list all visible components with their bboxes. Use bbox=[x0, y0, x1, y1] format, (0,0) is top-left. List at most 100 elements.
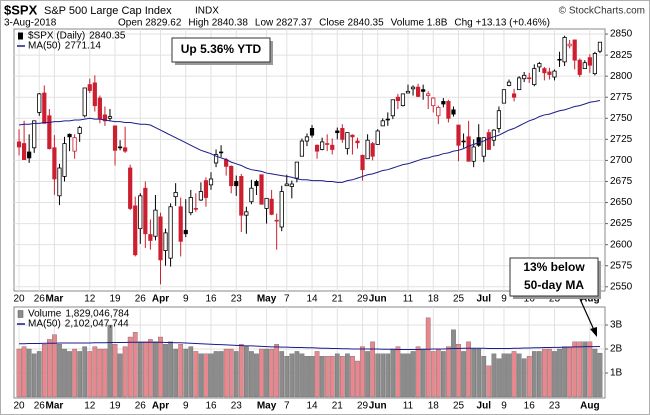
candle-body bbox=[52, 147, 57, 180]
candle-body bbox=[461, 140, 466, 143]
candle-body bbox=[168, 206, 173, 259]
x-tick-label: 21 bbox=[332, 401, 344, 412]
candle-body bbox=[143, 187, 148, 235]
volume-bar bbox=[516, 353, 522, 398]
source: © StockCharts.com bbox=[559, 6, 645, 17]
candle-body bbox=[32, 120, 37, 149]
volume-bar bbox=[345, 353, 350, 398]
candle-body bbox=[42, 92, 47, 124]
quote-item: High 2840.38 bbox=[188, 18, 248, 29]
candle-body bbox=[239, 176, 244, 216]
candle-body bbox=[370, 143, 375, 157]
volume-bar bbox=[405, 353, 411, 398]
volume-bar bbox=[223, 348, 229, 398]
ma-line bbox=[18, 99, 601, 183]
volume-bar bbox=[314, 351, 320, 398]
y-tick-label: 2550 bbox=[610, 281, 633, 292]
candle-body bbox=[542, 68, 547, 74]
candle-body bbox=[446, 101, 451, 119]
volume-bar bbox=[254, 353, 259, 398]
volume-bar bbox=[521, 358, 527, 398]
volume-bar bbox=[269, 348, 274, 398]
candle-body bbox=[219, 151, 224, 154]
candle-body bbox=[385, 118, 390, 121]
volume-bar bbox=[62, 348, 67, 398]
candle-body bbox=[592, 53, 597, 75]
volume-bar bbox=[451, 329, 456, 398]
volume-bar bbox=[370, 341, 375, 398]
candle-body bbox=[325, 143, 330, 145]
x-tick-label: 9 bbox=[501, 401, 507, 412]
candle-body bbox=[491, 129, 496, 141]
x-tick-label: 9 bbox=[183, 294, 189, 305]
volume-bar bbox=[441, 351, 446, 398]
annotation-text: 50-day MA bbox=[524, 278, 584, 292]
candle-body bbox=[112, 125, 118, 151]
legend-label: MA(50) bbox=[28, 319, 61, 330]
y-tick-label: 2850 bbox=[610, 29, 633, 40]
legend-value: 2,102,047,744 bbox=[65, 319, 129, 330]
volume-bar bbox=[324, 356, 330, 398]
candle-body bbox=[527, 77, 532, 80]
volume-bar bbox=[122, 346, 128, 398]
candle-body bbox=[299, 140, 305, 157]
volume-bar bbox=[178, 344, 184, 398]
candle-body bbox=[62, 143, 67, 177]
chart-title: $SPX bbox=[4, 2, 38, 17]
x-tick-label: 29 bbox=[357, 401, 369, 412]
x-tick-label: 25 bbox=[453, 401, 465, 412]
x-tick-label: Mar bbox=[46, 401, 64, 412]
candle-body bbox=[345, 132, 350, 150]
x-tick-label: May bbox=[257, 401, 277, 412]
x-tick-label: Jul bbox=[477, 401, 492, 412]
volume-bar bbox=[536, 351, 542, 398]
volume-bar bbox=[380, 353, 386, 398]
candle-body bbox=[183, 229, 188, 235]
chart-subtitle: S&P 500 Large Cap Index bbox=[44, 5, 172, 17]
volume-bar bbox=[329, 356, 335, 398]
volume-bar bbox=[188, 346, 194, 398]
candle-body bbox=[471, 146, 476, 162]
candle-body bbox=[284, 183, 289, 187]
volume-bar bbox=[597, 352, 603, 398]
volume-bar bbox=[107, 324, 113, 398]
candle-body bbox=[107, 116, 113, 119]
candle-body bbox=[47, 115, 52, 150]
volume-bar bbox=[365, 351, 370, 398]
candle-body bbox=[133, 205, 138, 256]
x-tick-label: 23 bbox=[549, 294, 561, 305]
candle-body bbox=[234, 181, 239, 187]
annotation-text: 13% below bbox=[523, 260, 585, 274]
volume-bar bbox=[577, 341, 583, 398]
candle-body bbox=[360, 154, 365, 171]
quote-item: Close 2840.35 bbox=[319, 18, 384, 29]
x-tick-label: Apr bbox=[152, 401, 169, 412]
candle-body bbox=[117, 146, 123, 149]
volume-bar bbox=[466, 341, 471, 398]
volume-bar bbox=[334, 353, 340, 398]
volume-bar bbox=[82, 346, 88, 398]
candle-body bbox=[87, 84, 92, 91]
candle-body bbox=[259, 174, 264, 205]
candle-body bbox=[522, 74, 527, 80]
volume-bar bbox=[582, 341, 588, 398]
volume-bar bbox=[476, 348, 482, 398]
volume-bar bbox=[203, 353, 209, 398]
candle-body bbox=[416, 86, 421, 97]
volume-bar bbox=[233, 351, 239, 398]
y-tick-label: 2750 bbox=[610, 113, 633, 124]
volume-bar bbox=[471, 348, 477, 398]
y-tick-label: 3B bbox=[610, 320, 623, 331]
volume-bar bbox=[526, 356, 532, 398]
candle-body bbox=[22, 143, 27, 160]
quote-item: Volume 1.8B bbox=[391, 18, 448, 29]
x-tick-label: 21 bbox=[332, 294, 344, 305]
x-tick-label: 18 bbox=[428, 294, 440, 305]
annotation: Up 5.36% YTD bbox=[171, 37, 273, 65]
candle-body bbox=[517, 77, 522, 91]
volume-bar bbox=[491, 353, 497, 398]
x-tick-label: 23 bbox=[231, 401, 243, 412]
candle-body bbox=[380, 120, 385, 127]
volume-bar bbox=[279, 351, 285, 398]
